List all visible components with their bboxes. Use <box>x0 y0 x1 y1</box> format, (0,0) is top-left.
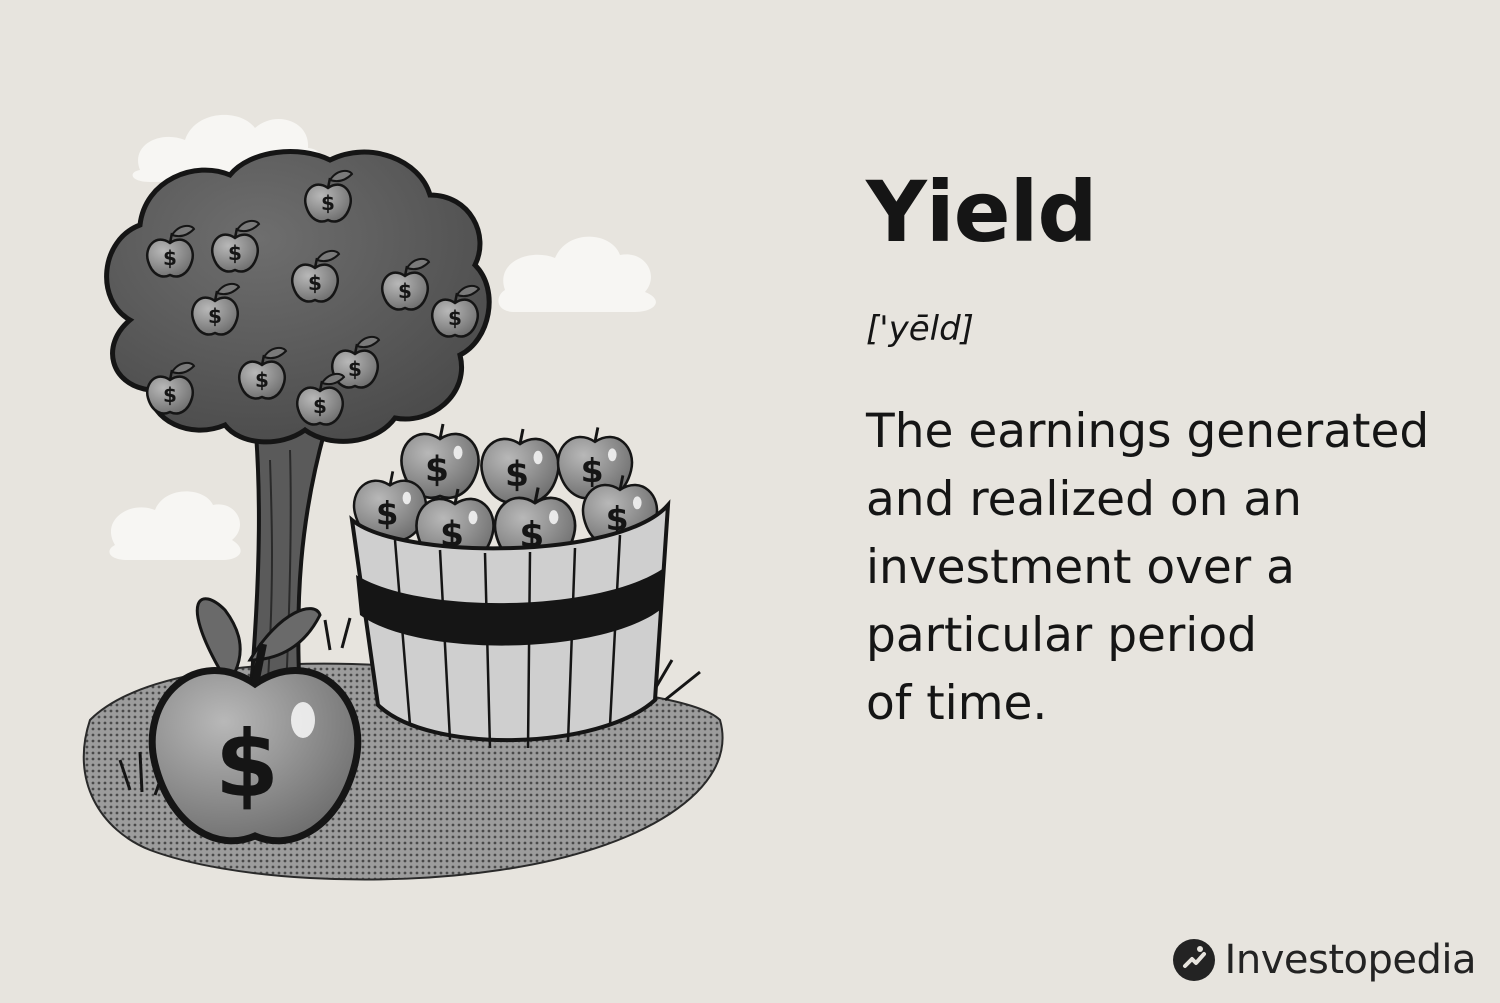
definition-line: of time. <box>866 676 1048 731</box>
brand-logo: Investopedia <box>1171 937 1477 983</box>
definition-text: The earnings generated and realized on a… <box>866 398 1456 738</box>
term-title: Yield <box>866 163 1098 261</box>
definition-block: Yield ['yēld] The earnings generated and… <box>866 170 1466 738</box>
definition-line: and realized on an <box>866 472 1302 527</box>
definition-line: The earnings generated <box>866 404 1430 459</box>
pronunciation: ['yēld] <box>866 309 974 349</box>
money-tree-illustration: $ $ <box>82 114 724 881</box>
definition-line: particular period <box>866 608 1257 663</box>
bushel-basket <box>349 499 671 749</box>
brand-name: Investopedia <box>1224 937 1477 983</box>
definition-line: investment over a <box>866 540 1295 595</box>
investopedia-logo-icon <box>1172 939 1215 981</box>
